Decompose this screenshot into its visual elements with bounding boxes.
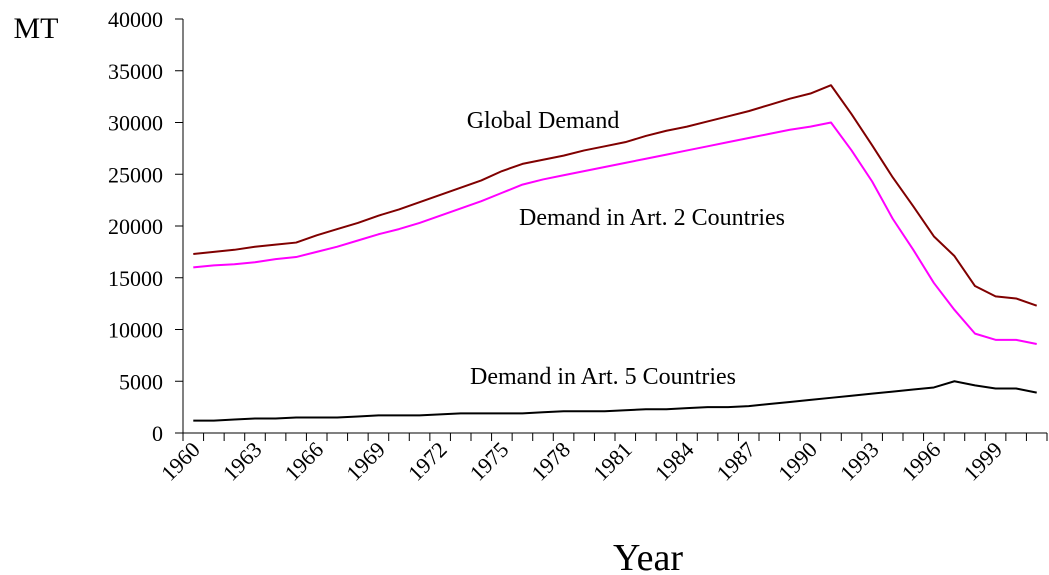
line-series — [193, 380, 1037, 422]
x-tick-label: 1999 — [958, 437, 1007, 486]
y-axis-label: MT — [14, 12, 59, 45]
y-tick-label: 10000 — [108, 318, 163, 343]
x-tick-label: 1972 — [403, 437, 452, 486]
annotation: Global Demand — [467, 108, 620, 134]
y-tick-label: 20000 — [108, 214, 163, 239]
x-axis-label: Year — [613, 537, 683, 575]
x-tick-label: 1978 — [526, 437, 575, 486]
y-tick-label: 30000 — [108, 111, 163, 136]
x-tick-label: 1993 — [835, 437, 884, 486]
y-tick-label: 15000 — [108, 266, 163, 291]
x-tick-label: 1990 — [773, 437, 822, 486]
annotation: Demand in Art. 5 Countries — [470, 364, 736, 390]
x-tick-label: 1996 — [897, 437, 946, 486]
line-series — [193, 121, 1037, 345]
x-tick-label: 1969 — [341, 437, 390, 486]
annotation: Demand in Art. 2 Countries — [519, 205, 785, 231]
x-tick-label: 1981 — [588, 437, 637, 486]
y-tick-label: 35000 — [108, 59, 163, 84]
line-series — [193, 84, 1038, 307]
x-tick-label: 1984 — [650, 437, 699, 486]
x-tick-label: 1966 — [279, 437, 328, 486]
x-tick-label: 1960 — [156, 437, 205, 486]
y-tick-label: 25000 — [108, 162, 163, 187]
y-tick-label: 40000 — [108, 7, 163, 32]
y-tick-label: 0 — [152, 421, 163, 446]
x-tick-label: 1987 — [711, 437, 760, 486]
x-tick-label: 1963 — [218, 437, 267, 486]
y-tick-label: 5000 — [119, 369, 163, 394]
x-tick-label: 1975 — [465, 437, 514, 486]
